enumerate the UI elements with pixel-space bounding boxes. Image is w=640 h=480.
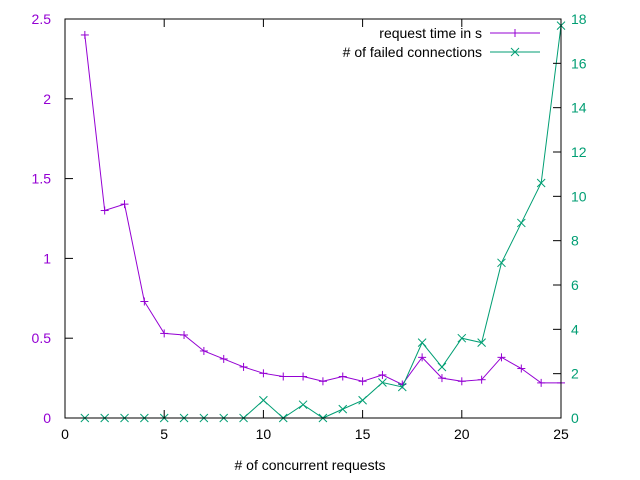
y-tick-label: 2.5: [32, 11, 52, 27]
data-point: [358, 377, 367, 386]
data-point: [259, 369, 268, 378]
data-point: [358, 395, 367, 405]
legend-marker-sample: [510, 47, 520, 57]
y-tick-label: 1: [43, 250, 51, 266]
data-point: [537, 378, 546, 387]
series-request-time: [80, 30, 565, 389]
legend-label-failed-connections: # of failed connections: [343, 44, 482, 60]
legend: request time in s # of failed connection…: [343, 25, 540, 60]
legend-label-request-time: request time in s: [379, 25, 482, 41]
data-point: [318, 377, 327, 386]
y2-tick-label: 0: [571, 410, 579, 426]
data-point: [80, 30, 89, 39]
data-point: [338, 372, 347, 381]
data-point: [536, 178, 546, 188]
x-axis-label: # of concurrent requests: [235, 457, 386, 473]
y2-tick-label: 18: [571, 11, 587, 27]
x-tick-label: 5: [160, 426, 168, 442]
y-tick-label: 0: [43, 410, 51, 426]
data-point: [299, 372, 308, 381]
data-point: [120, 200, 129, 209]
data-point: [239, 362, 248, 371]
data-point: [516, 218, 526, 228]
data-point: [378, 378, 387, 387]
x-tick-label: 10: [256, 426, 272, 442]
data-point: [477, 375, 486, 384]
data-point: [437, 362, 447, 372]
data-point: [397, 382, 407, 392]
x-tick-label: 0: [61, 426, 69, 442]
y2-tick-label: 14: [571, 100, 587, 116]
data-point: [477, 338, 486, 347]
legend-marker-sample: [511, 29, 519, 37]
data-point: [160, 329, 169, 338]
x-tick-label: 20: [454, 426, 470, 442]
data-point: [140, 297, 149, 306]
data-point: [279, 372, 288, 381]
data-point: [219, 354, 228, 363]
y2-tick-label: 10: [571, 188, 587, 204]
y2-tick-label: 2: [571, 366, 579, 382]
data-point: [457, 333, 467, 343]
plot-frame: [64, 18, 562, 419]
y2-tick-label: 6: [571, 277, 579, 293]
data-point: [199, 346, 208, 355]
x-tick-label: 15: [355, 426, 371, 442]
y-tick-label: 0.5: [32, 330, 52, 346]
data-point: [180, 331, 189, 340]
y2-tick-label: 16: [571, 55, 587, 71]
x-tick-label: 25: [553, 426, 569, 442]
y2-tick-label: 12: [571, 144, 587, 160]
y2-tick-label: 4: [571, 321, 579, 337]
data-point: [298, 400, 308, 410]
data-point: [497, 353, 506, 362]
data-point: [100, 206, 109, 215]
data-point: [338, 404, 348, 414]
data-point: [417, 338, 427, 347]
data-point: [497, 258, 506, 268]
data-point: [517, 364, 526, 373]
data-point: [457, 377, 466, 386]
data-point: [378, 370, 387, 379]
y-tick-label: 2: [43, 91, 51, 107]
series-layer: [80, 21, 566, 423]
y2-tick-label: 8: [571, 233, 579, 249]
data-point: [418, 353, 427, 362]
data-point: [259, 395, 268, 405]
y-tick-label: 1.5: [32, 171, 52, 187]
data-point: [437, 374, 446, 383]
